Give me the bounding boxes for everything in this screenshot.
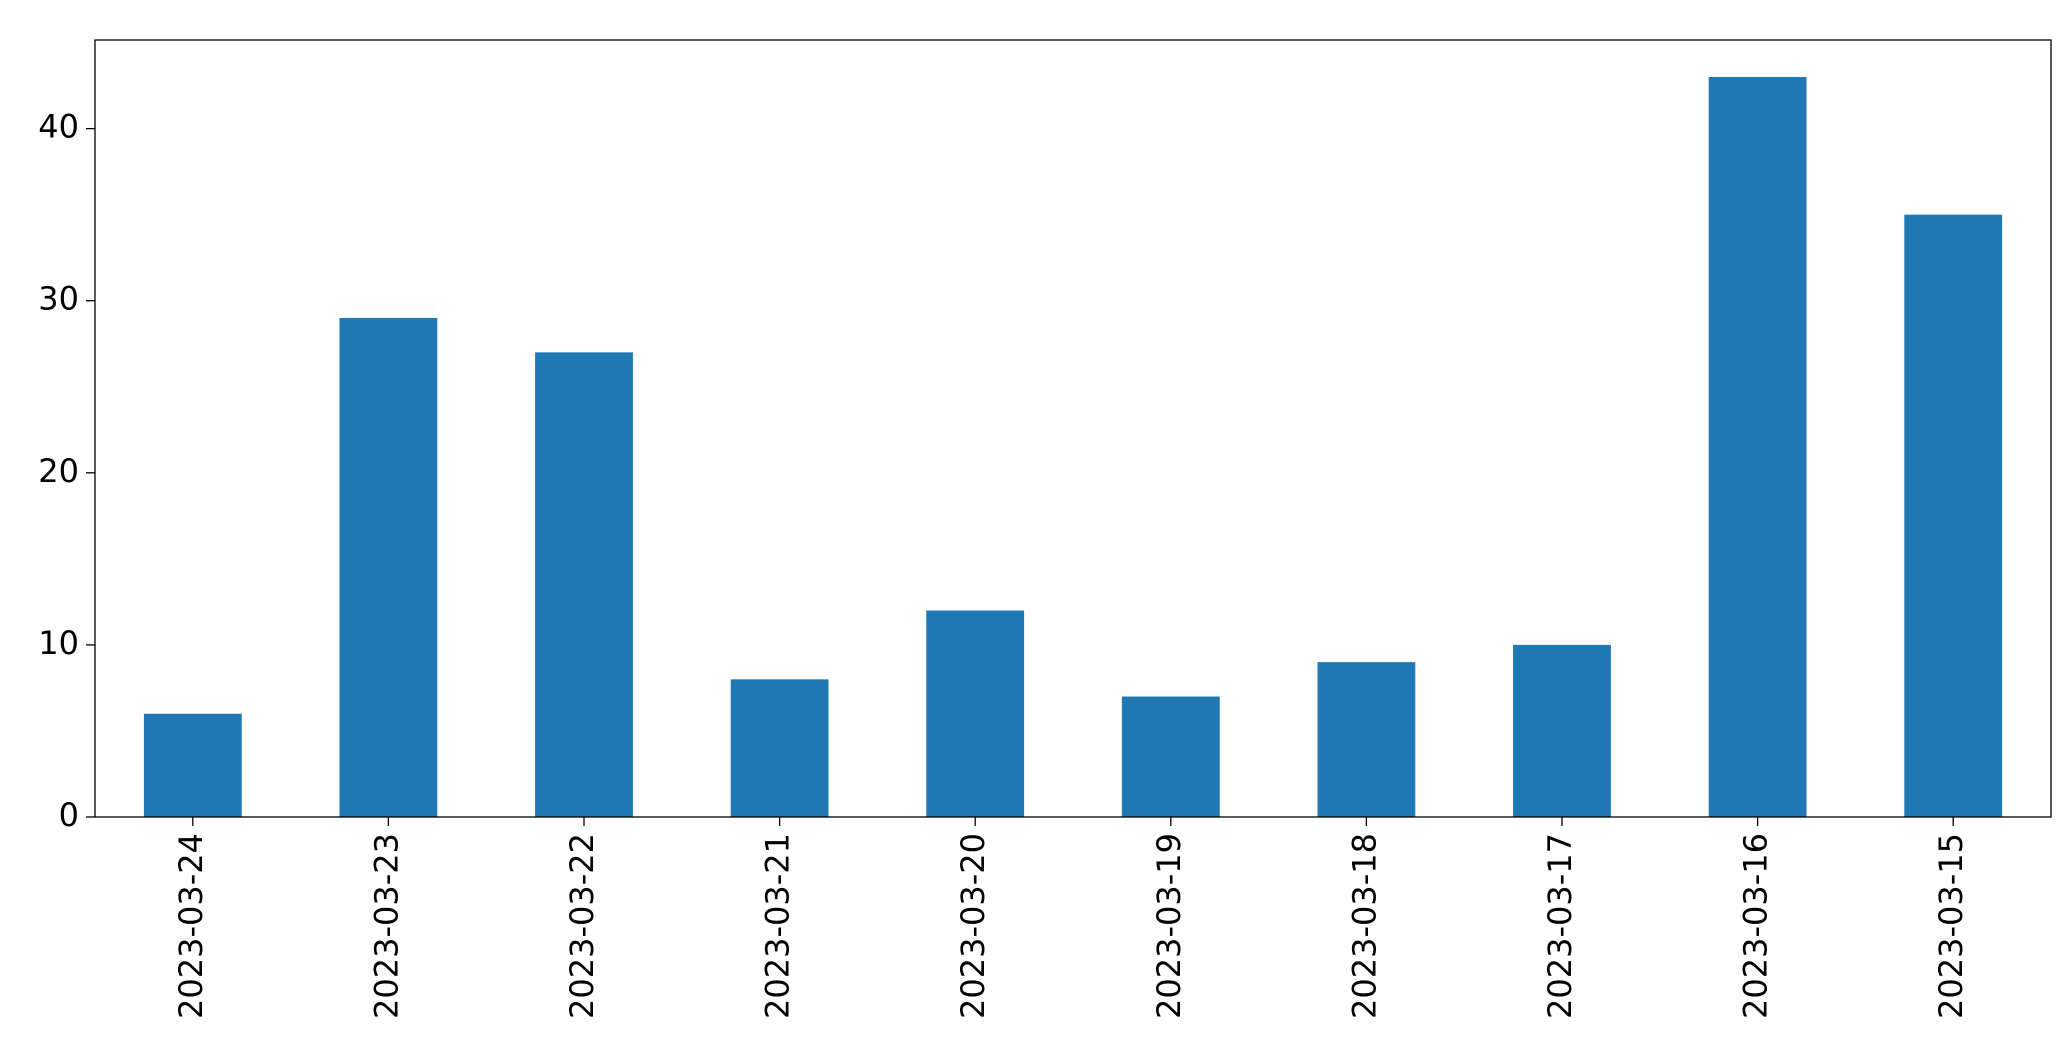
x-tick-label: 2023-03-22 <box>563 833 601 1019</box>
bar <box>1513 644 1611 817</box>
x-tick-label: 2023-03-17 <box>1541 833 1579 1019</box>
plot-frame <box>94 39 2052 818</box>
y-tick-label: 10 <box>38 624 79 662</box>
bar <box>1317 662 1416 817</box>
y-tick-label: 30 <box>38 280 79 318</box>
bar <box>1121 696 1220 817</box>
bar <box>143 713 242 817</box>
y-tick-label: 0 <box>59 796 79 834</box>
x-tick-label: 2023-03-19 <box>1150 833 1188 1019</box>
y-tick-label: 20 <box>38 452 79 490</box>
x-tick-label: 2023-03-21 <box>759 833 797 1019</box>
bar <box>1904 214 2003 817</box>
x-tick-label: 2023-03-15 <box>1932 833 1970 1019</box>
x-tick-label: 2023-03-20 <box>954 833 992 1019</box>
bar <box>926 610 1025 817</box>
x-tick-label: 2023-03-18 <box>1345 833 1383 1019</box>
y-tick-label: 40 <box>38 108 79 146</box>
bar <box>1708 77 1807 817</box>
x-tick-label: 2023-03-23 <box>367 833 405 1019</box>
x-tick-label: 2023-03-16 <box>1737 833 1775 1019</box>
bar <box>535 352 633 817</box>
x-tick-label: 2023-03-24 <box>172 833 210 1019</box>
bar <box>339 317 438 817</box>
bar <box>730 679 829 817</box>
